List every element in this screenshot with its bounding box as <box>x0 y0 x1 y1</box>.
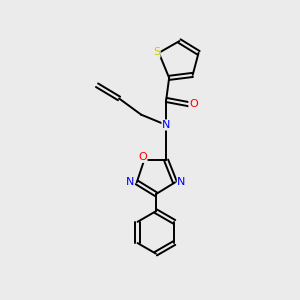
Text: N: N <box>177 177 186 188</box>
Text: S: S <box>153 47 160 57</box>
Text: N: N <box>162 120 170 130</box>
Text: N: N <box>126 177 134 188</box>
Text: O: O <box>138 152 147 162</box>
Text: O: O <box>189 99 198 110</box>
